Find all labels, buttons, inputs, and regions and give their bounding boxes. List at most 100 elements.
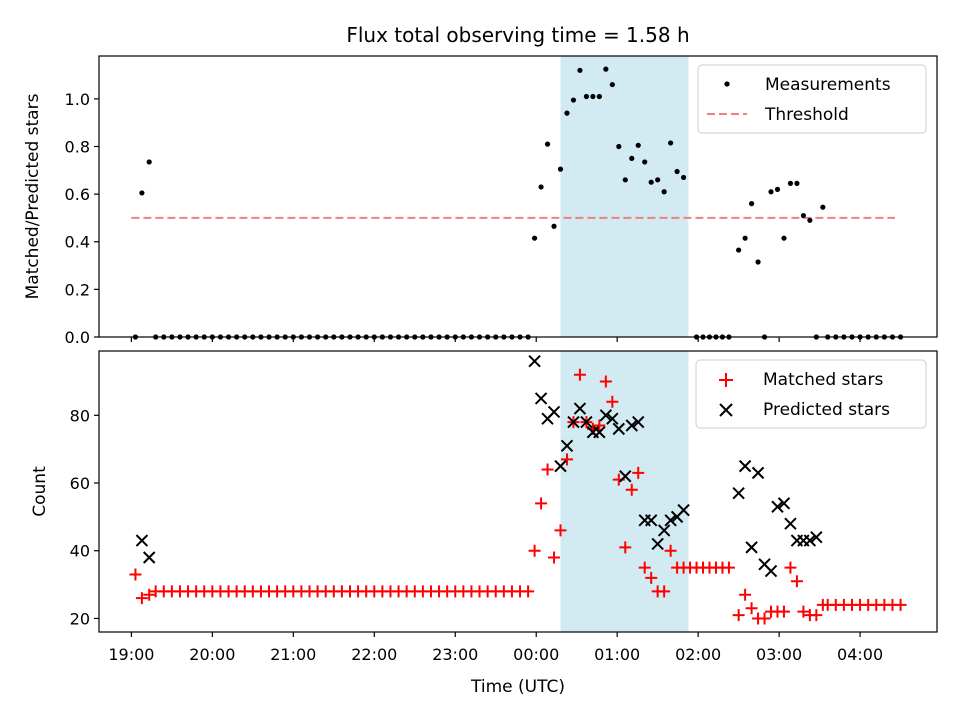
matched-star-point <box>625 483 638 496</box>
x-tick-label: 00:00 <box>513 645 559 664</box>
predicted-star-point <box>651 537 664 551</box>
bottom-y-tick-label: 60 <box>70 474 90 493</box>
measurement-point <box>787 180 794 186</box>
predicted-star-point <box>810 530 823 544</box>
predicted-star-point <box>528 354 541 368</box>
count-points <box>129 354 907 625</box>
predicted-star-point <box>644 514 658 527</box>
matched-star-point <box>548 551 561 564</box>
matched-star-point <box>739 588 752 601</box>
matched-star-point <box>560 453 573 466</box>
measurement-point <box>648 179 654 185</box>
bottom-y-tick-label: 80 <box>70 406 90 425</box>
matched-star-point <box>777 605 790 618</box>
top-panel: 0.0 0.2 0.4 0.6 0.8 1.0 Matched/Predicted sta… <box>23 55 938 347</box>
x-tick-label: 22:00 <box>351 645 397 664</box>
measurement-point <box>622 177 628 183</box>
x-tick-label: 19:00 <box>108 645 154 664</box>
top-y-tick-label: 0.6 <box>65 185 90 204</box>
top-axes-frame <box>98 55 938 338</box>
measurement-point <box>642 159 648 165</box>
measurement-point <box>794 180 800 186</box>
top-y-tick-label: 1.0 <box>65 90 90 109</box>
top-y-tick-label: 0.2 <box>65 280 90 299</box>
predicted-star-point <box>599 409 613 422</box>
matched-star-point <box>632 466 645 479</box>
matched-star-point <box>528 544 541 557</box>
measurement-point <box>800 212 807 219</box>
top-y-tick-label: 0.4 <box>65 233 90 252</box>
matched-star-point <box>135 592 148 605</box>
bottom-shaded-region <box>560 351 689 632</box>
predicted-star-point <box>764 564 778 578</box>
predicted-star-point <box>534 392 548 405</box>
measurement-point <box>661 189 667 195</box>
matched-star-point <box>797 605 810 618</box>
measurement-point <box>544 141 551 147</box>
measurement-point <box>674 168 680 175</box>
top-y-tick-label: 0.8 <box>65 137 90 156</box>
matched-star-point <box>143 588 156 601</box>
matched-star-point <box>554 524 567 537</box>
bottom-y-tick-label: 20 <box>70 609 90 628</box>
predicted-star-point <box>777 497 791 510</box>
predicted-star-point <box>625 419 638 432</box>
matched-star-point <box>722 561 735 574</box>
measurement-point <box>635 142 641 148</box>
x-tick-label: 21:00 <box>270 645 316 664</box>
top-x-ticks <box>130 337 861 342</box>
top-y-ticks: 0.0 0.2 0.4 0.6 0.8 1.0 <box>65 90 99 347</box>
predicted-star-point <box>573 402 587 415</box>
legend-predicted-label: Predicted stars <box>763 400 890 420</box>
measurement-point <box>629 155 635 161</box>
predicted-star-point <box>664 514 677 527</box>
measurement-point <box>748 201 755 207</box>
predicted-star-point <box>142 551 156 564</box>
measurement-point <box>609 81 615 88</box>
matched-star-point <box>599 375 612 388</box>
bottom-y-tick-label: 40 <box>70 542 90 561</box>
predicted-star-point <box>606 412 619 425</box>
predicted-star-point <box>732 486 745 500</box>
measurement-point <box>668 140 674 146</box>
predicted-star-point <box>784 517 797 530</box>
legend-measurements-label: Measurements <box>765 75 891 95</box>
measurement-point <box>577 67 583 73</box>
x-tick-label: 03:00 <box>756 645 802 664</box>
matched-star-point <box>129 568 142 581</box>
predicted-star-point <box>677 503 690 517</box>
bottom-panel: 20 40 60 80 19:00 20:00 21:00 22:00 23:00 00:00 0… <box>30 350 938 697</box>
top-y-axis-label: Matched/Predicted stars <box>23 93 43 299</box>
x-tick-label: 04:00 <box>837 645 883 664</box>
predicted-star-point <box>593 426 606 439</box>
legend-predicted-marker <box>719 403 733 417</box>
chart-title: Flux total observing time = 1.58 h <box>346 23 689 47</box>
top-legend: Measurements Threshold <box>697 64 927 134</box>
predicted-star-point <box>771 500 784 513</box>
matched-star-point <box>732 609 745 622</box>
matched-star-point <box>784 561 797 574</box>
x-axis-label: Time (UTC) <box>470 677 565 697</box>
matched-star-point <box>745 602 758 615</box>
matched-star-point <box>573 368 586 381</box>
measurement-point <box>616 143 622 150</box>
predicted-star-point <box>632 415 645 429</box>
measurement-point <box>139 190 145 196</box>
matched-star-point <box>619 541 632 554</box>
matched-star-point <box>664 544 677 557</box>
bottom-y-ticks: 20 40 60 80 <box>70 406 99 628</box>
measurement-point <box>807 217 813 223</box>
x-tick-label: 02:00 <box>675 645 721 664</box>
measurement-point <box>570 97 577 103</box>
x-tick-label: 20:00 <box>189 645 235 664</box>
measurement-point <box>768 189 774 195</box>
predicted-star-point <box>745 541 758 554</box>
bottom-legend-box <box>695 359 927 429</box>
measurement-point <box>742 235 748 241</box>
predicted-star-point <box>612 422 626 436</box>
predicted-star-point <box>738 459 752 473</box>
predicted-star-point <box>554 459 567 473</box>
matched-star-point <box>894 598 907 611</box>
x-tick-label: 01:00 <box>594 645 640 664</box>
